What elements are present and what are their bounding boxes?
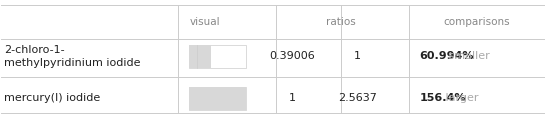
Bar — [189, 87, 246, 110]
Text: visual: visual — [190, 17, 221, 27]
Bar — [189, 87, 246, 110]
Text: comparisons: comparisons — [443, 17, 510, 27]
Bar — [189, 45, 211, 68]
Text: 60.994%: 60.994% — [420, 51, 474, 61]
Bar — [189, 45, 246, 68]
Text: 2-chloro-1-
methylpyridinium iodide: 2-chloro-1- methylpyridinium iodide — [4, 45, 141, 68]
Text: 1: 1 — [288, 93, 295, 103]
Text: larger: larger — [442, 93, 478, 103]
Text: 1: 1 — [354, 51, 361, 61]
Text: 2.5637: 2.5637 — [338, 93, 377, 103]
Text: 0.39006: 0.39006 — [269, 51, 315, 61]
Text: smaller: smaller — [445, 51, 490, 61]
Text: ratios: ratios — [326, 17, 356, 27]
Text: 156.4%: 156.4% — [420, 93, 466, 103]
Text: mercury(I) iodide: mercury(I) iodide — [4, 93, 100, 103]
